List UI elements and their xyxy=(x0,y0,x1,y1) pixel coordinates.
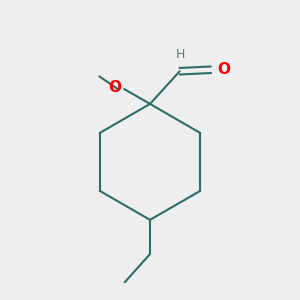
Text: O: O xyxy=(217,62,230,77)
Text: H: H xyxy=(176,48,185,62)
Text: O: O xyxy=(108,80,121,95)
